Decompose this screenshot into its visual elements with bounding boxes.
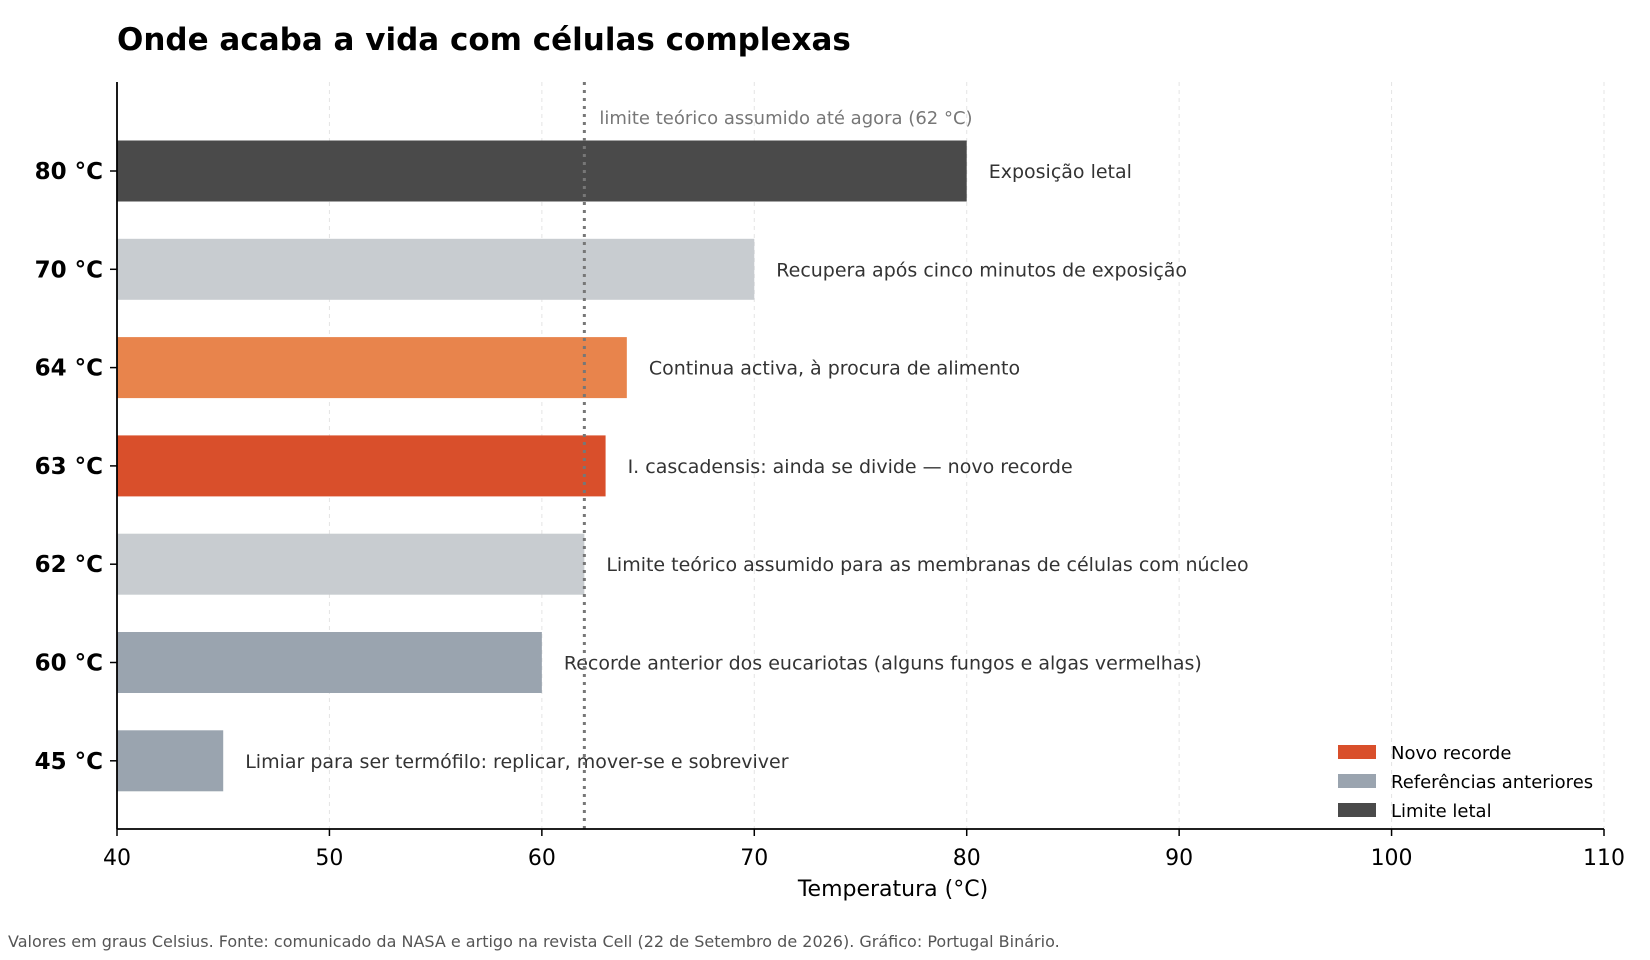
bar <box>117 238 755 300</box>
legend-label: Limite letal <box>1391 801 1492 822</box>
bar-layer: Exposição letal Recupera após cinco minut… <box>117 140 1249 792</box>
y-tick-label: 80 °C <box>35 159 103 185</box>
legend-swatch <box>1338 745 1376 759</box>
bar <box>117 533 585 595</box>
y-tick-label: 70 °C <box>35 257 103 283</box>
y-tick-label: 64 °C <box>35 356 103 382</box>
legend: Novo recorde Referências anteriores Limite… <box>1338 743 1593 822</box>
y-tick-label: 60 °C <box>35 651 103 677</box>
bar-annotation: Continua activa, à procura de alimento <box>649 358 1020 380</box>
bar-annotation: I. cascadensis: ainda se divide — novo r… <box>628 456 1073 478</box>
bar <box>117 140 967 202</box>
bar-annotation: Recupera após cinco minutos de exposição <box>776 259 1187 281</box>
x-tick-label: 80 <box>953 846 981 871</box>
legend-label: Referências anteriores <box>1391 772 1593 793</box>
x-tick-label: 60 <box>528 846 556 871</box>
bar-annotation: Exposição letal <box>989 161 1132 183</box>
legend-swatch <box>1338 774 1376 788</box>
x-tick-label: 50 <box>315 846 343 871</box>
x-tick-label: 70 <box>740 846 768 871</box>
reference-line-label: limite teórico assumido até agora (62 °C… <box>599 108 972 129</box>
legend-swatch <box>1338 803 1376 817</box>
bar-annotation: Limiar para ser termófilo: replicar, mov… <box>245 751 789 773</box>
x-tick-label: 90 <box>1165 846 1193 871</box>
source-note: Valores em graus Celsius. Fonte: comunic… <box>8 932 1060 951</box>
x-tick-label: 110 <box>1583 846 1625 871</box>
bar <box>117 730 224 792</box>
x-tick-label: 40 <box>103 846 131 871</box>
axis-layer: 80 °C 70 °C 64 °C 63 °C 62 °C 60 °C 45 °C 40 50 6… <box>35 82 1625 871</box>
x-axis-title: Temperatura (°C) <box>797 877 988 902</box>
bar <box>117 435 606 497</box>
bar-annotation: Recorde anterior dos eucariotas (alguns … <box>564 653 1202 675</box>
chart-title: Onde acaba a vida com células complexas <box>117 22 851 58</box>
y-tick-label: 63 °C <box>35 454 103 480</box>
bar <box>117 337 627 399</box>
y-tick-label: 45 °C <box>35 749 103 775</box>
x-tick-label: 100 <box>1371 846 1413 871</box>
y-tick-label: 62 °C <box>35 552 103 578</box>
bar <box>117 632 542 693</box>
legend-label: Novo recorde <box>1391 743 1511 764</box>
reference-line-layer: limite teórico assumido até agora (62 °C… <box>582 82 973 829</box>
bar-annotation: Limite teórico assumido para as membrana… <box>606 554 1248 576</box>
